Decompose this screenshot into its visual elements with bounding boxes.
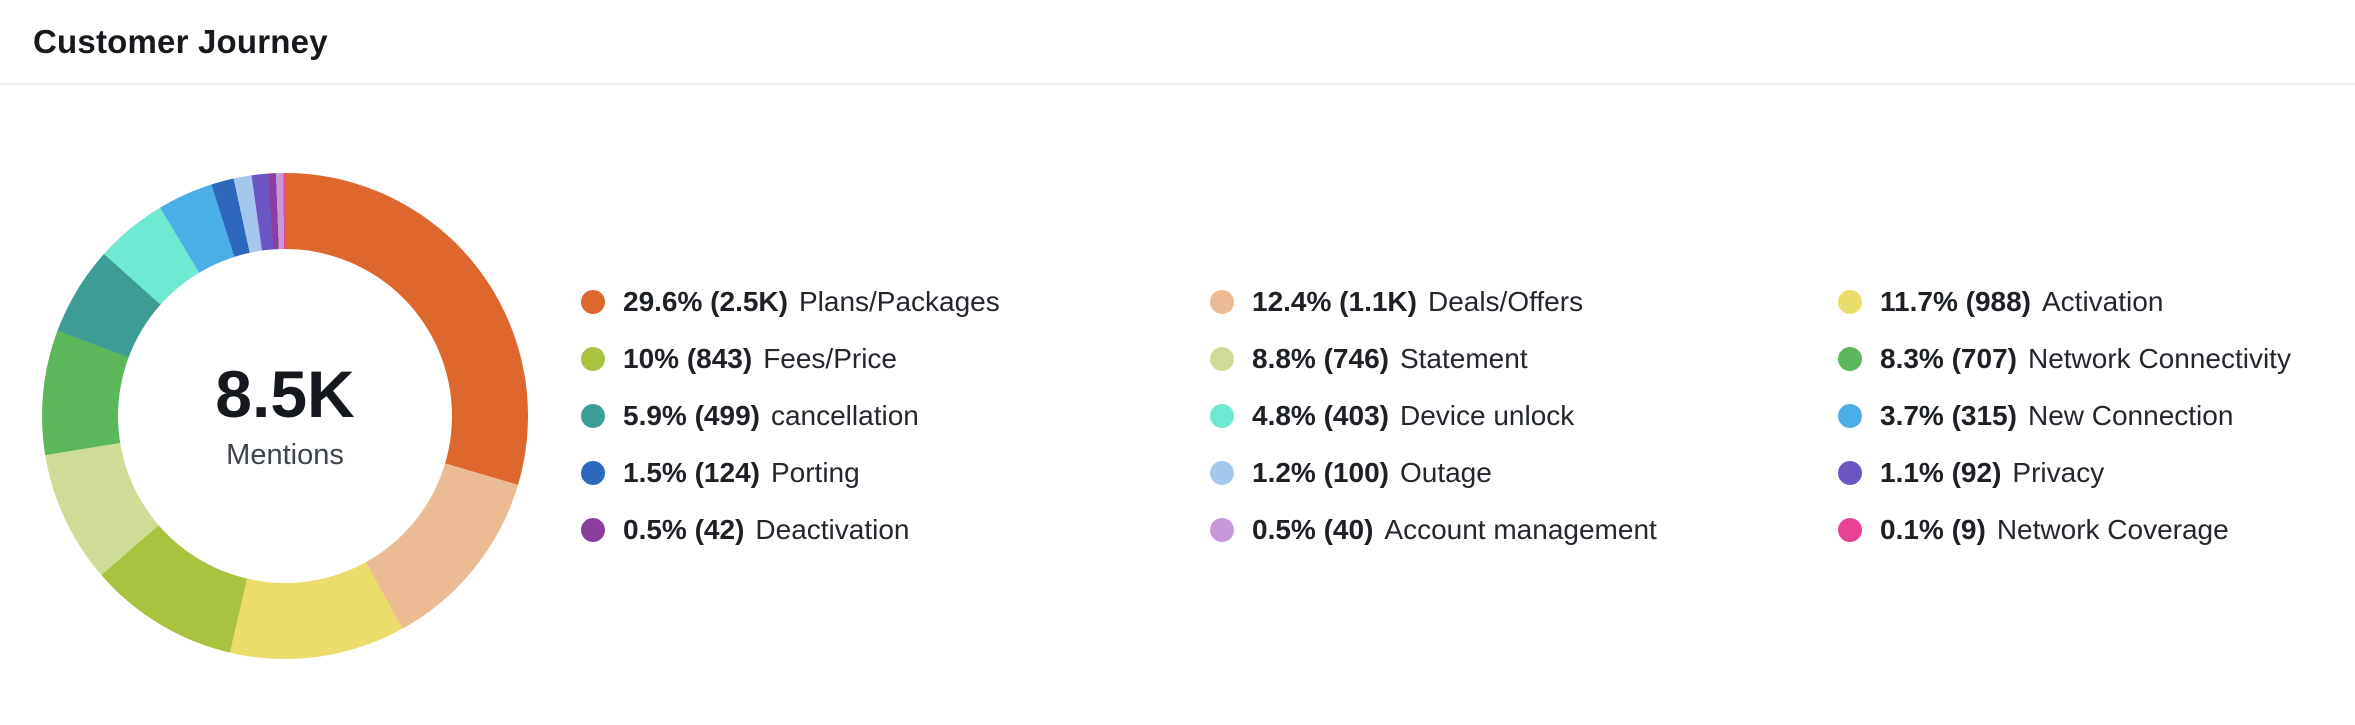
donut-center-value: 8.5K xyxy=(215,356,355,431)
legend-dot xyxy=(1210,460,1234,485)
legend-label: Porting xyxy=(770,456,860,488)
legend-dot xyxy=(1210,517,1234,542)
legend-label: Fees/Price xyxy=(763,342,898,374)
legend-value: 1.2% (100) xyxy=(1252,456,1389,488)
legend-value: 1.5% (124) xyxy=(623,456,760,488)
legend-label: Statement xyxy=(1399,342,1528,374)
donut-center: 8.5K Mentions xyxy=(118,249,452,583)
legend-item[interactable]: 0.5% (42) Deactivation xyxy=(581,501,1210,558)
legend-item[interactable]: 4.8% (403) Device unlock xyxy=(1210,387,1838,444)
legend-label: Deactivation xyxy=(755,513,910,545)
legend-dot xyxy=(1838,403,1862,428)
legend-dot xyxy=(1838,346,1862,371)
legend-dot xyxy=(1838,517,1862,542)
legend-dot xyxy=(1210,346,1234,371)
legend-dot xyxy=(581,403,605,428)
legend-item[interactable]: 8.8% (746) Statement xyxy=(1210,330,1838,387)
legend-value: 10% (843) xyxy=(623,342,753,374)
legend-label: Network Coverage xyxy=(1996,513,2229,545)
donut-center-label: Mentions xyxy=(226,439,344,472)
legend-label: Plans/Packages xyxy=(798,285,1000,317)
legend-value: 4.8% (403) xyxy=(1252,399,1389,431)
legend-value: 5.9% (499) xyxy=(623,399,760,431)
legend-label: Privacy xyxy=(2012,456,2105,488)
legend-value: 8.3% (707) xyxy=(1880,342,2017,374)
legend-label: Deals/Offers xyxy=(1427,285,1584,317)
legend-value: 11.7% (988) xyxy=(1880,285,2031,317)
legend-dot xyxy=(581,346,605,371)
legend-dot xyxy=(581,289,605,314)
legend-label: New Connection xyxy=(2027,399,2234,431)
legend-label: Account management xyxy=(1384,513,1657,545)
legend-item[interactable]: 5.9% (499) cancellation xyxy=(581,387,1210,444)
legend-item[interactable]: 8.3% (707) Network Connectivity xyxy=(1838,330,2355,387)
legend-dot xyxy=(581,517,605,542)
legend-value: 0.1% (9) xyxy=(1880,513,1986,545)
legend-label: Activation xyxy=(2042,285,2164,317)
legend-item[interactable]: 1.1% (92) Privacy xyxy=(1838,444,2355,501)
customer-journey-card: Customer Journey 8.5K Mentions 29.6% (2.… xyxy=(0,0,2355,659)
legend-dot xyxy=(1838,289,1862,314)
legend-item[interactable]: 3.7% (315) New Connection xyxy=(1838,387,2355,444)
legend-value: 29.6% (2.5K) xyxy=(623,285,788,317)
legend-value: 3.7% (315) xyxy=(1880,399,2017,431)
chart-legend: 29.6% (2.5K) Plans/Packages 12.4% (1.1K) De… xyxy=(581,273,2355,558)
legend-label: Network Connectivity xyxy=(2027,342,2291,374)
donut-chart[interactable]: 8.5K Mentions xyxy=(42,173,528,659)
legend-value: 8.8% (746) xyxy=(1252,342,1389,374)
legend-item[interactable]: 0.5% (40) Account management xyxy=(1210,501,1838,558)
legend-dot xyxy=(1210,289,1234,314)
legend-item[interactable]: 12.4% (1.1K) Deals/Offers xyxy=(1210,273,1838,330)
legend-value: 1.1% (92) xyxy=(1880,456,2002,488)
legend-label: Outage xyxy=(1399,456,1492,488)
card-header: Customer Journey xyxy=(0,0,2355,85)
legend-item[interactable]: 1.5% (124) Porting xyxy=(581,444,1210,501)
legend-dot xyxy=(581,460,605,485)
legend-item[interactable]: 1.2% (100) Outage xyxy=(1210,444,1838,501)
page-title: Customer Journey xyxy=(33,22,328,60)
legend-item[interactable]: 0.1% (9) Network Coverage xyxy=(1838,501,2355,558)
legend-value: 12.4% (1.1K) xyxy=(1252,285,1417,317)
legend-value: 0.5% (40) xyxy=(1252,513,1374,545)
legend-item[interactable]: 10% (843) Fees/Price xyxy=(581,330,1210,387)
legend-label: Device unlock xyxy=(1399,399,1575,431)
legend-item[interactable]: 29.6% (2.5K) Plans/Packages xyxy=(581,273,1210,330)
legend-label: cancellation xyxy=(770,399,919,431)
legend-dot xyxy=(1838,460,1862,485)
legend-item[interactable]: 11.7% (988) Activation xyxy=(1838,273,2355,330)
legend-dot xyxy=(1210,403,1234,428)
legend-value: 0.5% (42) xyxy=(623,513,745,545)
